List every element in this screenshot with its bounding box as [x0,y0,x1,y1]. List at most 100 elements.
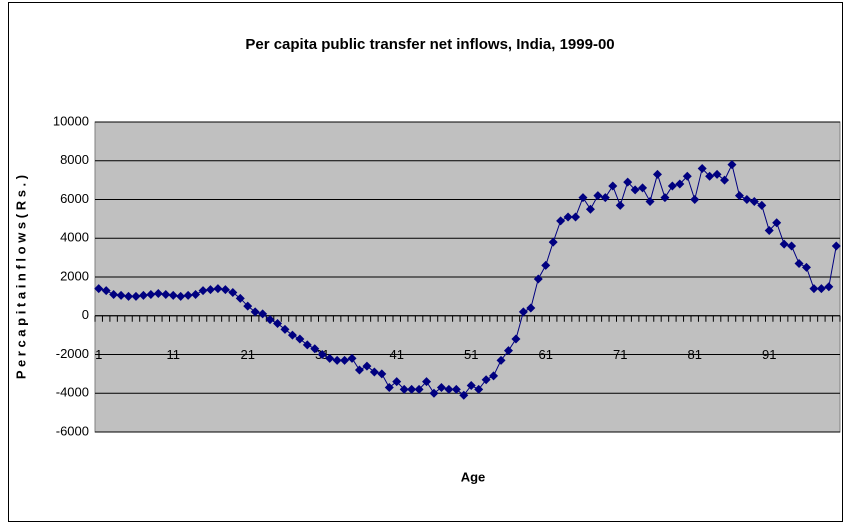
data-point [369,367,379,377]
data-point [660,193,670,203]
data-point [667,181,677,191]
x-tick-label: 11 [166,347,180,362]
data-point [317,350,327,359]
data-point [161,289,171,299]
data-point [720,175,730,185]
data-point [742,195,752,204]
data-point [138,290,148,300]
data-point [384,382,394,392]
data-point [250,307,260,317]
data-point [757,200,767,210]
data-point [816,284,826,294]
data-point [787,241,797,251]
data-point [466,381,476,390]
data-point [429,388,439,398]
data-point [801,262,811,272]
x-tick-label: 81 [687,347,701,362]
x-tick-label: 71 [613,347,627,362]
data-point [556,216,566,226]
x-tick-label: 41 [389,347,403,362]
data-point [533,274,543,284]
x-axis-title: Age [461,469,486,484]
data-point [511,334,521,344]
data-point [652,169,662,179]
data-point [831,241,841,251]
data-point [265,315,275,325]
data-point [571,212,581,222]
data-point [496,355,506,365]
data-point [295,334,305,344]
data-point [205,285,215,295]
data-point [794,258,804,268]
data-point [332,355,342,365]
data-point [422,377,432,387]
data-point [489,371,499,381]
data-point [310,344,320,354]
data-point [280,324,290,334]
x-tick-label: 21 [240,347,254,362]
data-point [764,226,774,235]
data-point [608,181,618,191]
y-tick-label: -4000 [56,385,89,400]
x-tick-label: 51 [464,347,478,362]
data-point [578,193,588,203]
x-tick-label: 1 [95,347,102,362]
data-point [116,290,126,300]
data-point [824,282,834,292]
data-point [258,309,268,319]
data-point [541,260,551,270]
data-point [772,218,782,228]
y-tick-label: 2000 [60,268,89,283]
data-point [287,330,297,340]
data-point [705,171,715,181]
data-point [593,191,603,201]
data-point [183,290,193,300]
data-point [638,183,648,193]
data-point [682,171,692,181]
y-tick-label: 8000 [60,152,89,167]
data-point [191,289,201,299]
data-point [645,196,655,206]
data-point [436,382,446,392]
y-tick-label: 6000 [60,191,89,206]
data-point [228,288,238,297]
data-point [302,340,312,350]
data-point [340,355,350,365]
data-point [325,353,335,363]
data-point [518,307,528,317]
y-tick-label: 4000 [60,230,89,245]
data-point [94,284,104,294]
data-point [526,303,536,313]
data-point [697,164,707,173]
data-point [243,301,253,311]
data-point [615,200,625,210]
y-axis-title: P e r c a p i t a i n f l o w s ( R s . … [13,175,28,379]
data-point [712,169,722,179]
chart-title: Per capita public transfer net inflows, … [245,36,614,53]
data-point [630,185,640,195]
y-tick-label: 10000 [53,113,89,128]
data-point [459,390,469,400]
data-point [131,291,141,301]
data-point [124,291,134,301]
data-point [690,195,700,204]
data-point [444,384,454,394]
data-point [235,293,245,303]
data-point [176,291,186,301]
y-tick-label: -2000 [56,346,89,361]
data-point [354,365,364,375]
data-point [101,286,111,296]
data-point [407,384,417,394]
data-point [481,375,491,385]
data-point [168,290,178,300]
data-point [675,179,685,189]
data-point [809,284,819,294]
data-point [414,384,424,394]
x-tick-label: 91 [762,347,776,362]
data-point [213,284,223,294]
data-point [273,319,283,328]
data-point [153,288,163,298]
data-point [503,346,513,356]
y-tick-label: 0 [82,307,89,322]
